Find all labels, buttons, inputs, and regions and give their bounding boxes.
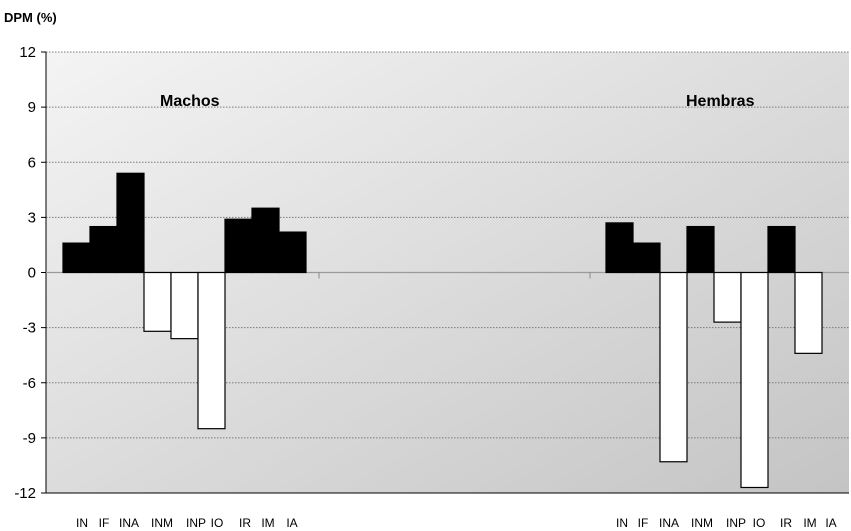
- y-tick-label: -6: [23, 375, 36, 392]
- y-tick-label: -9: [23, 430, 36, 447]
- y-tick-label: 9: [28, 99, 36, 116]
- x-category-label: IA: [825, 516, 836, 530]
- bar: [686, 225, 715, 274]
- x-category-label: IN: [616, 516, 628, 530]
- category-labels: IN IF INA INM INP IO IR IM IA IN IF INA INM INP IO IR IM…: [76, 516, 837, 530]
- x-category-label: IA: [286, 516, 297, 530]
- y-tick-label: 6: [28, 154, 36, 171]
- y-tick-label: -3: [23, 320, 36, 337]
- bar: [89, 225, 118, 274]
- bar: [116, 172, 145, 274]
- bar: [251, 207, 280, 274]
- y-tick-label: -12: [14, 485, 36, 502]
- x-category-label: IR: [239, 516, 251, 530]
- bar: [632, 242, 661, 274]
- x-category-label: INP: [726, 516, 746, 530]
- x-category-label: IR: [780, 516, 792, 530]
- x-category-label: IF: [99, 516, 110, 530]
- bar: [170, 271, 199, 340]
- group-label-machos: Machos: [160, 93, 220, 110]
- bar: [713, 271, 742, 323]
- x-category-label: INM: [151, 516, 173, 530]
- bar: [278, 231, 307, 274]
- bar: [767, 225, 796, 274]
- x-category-label: INA: [659, 516, 679, 530]
- y-tick-label: 12: [19, 44, 36, 61]
- bar: [794, 271, 823, 354]
- bar: [224, 218, 253, 274]
- bar: [605, 222, 634, 274]
- y-tick-label: 0: [28, 265, 36, 282]
- bar: [659, 271, 688, 463]
- y-tick-label: 3: [28, 209, 36, 226]
- x-category-label: IO: [753, 516, 766, 530]
- x-category-label: INA: [119, 516, 139, 530]
- bar: [62, 242, 91, 274]
- bar: [197, 271, 226, 430]
- x-category-label: IN: [76, 516, 88, 530]
- group-label-hembras: Hembras: [686, 93, 755, 110]
- bar: [740, 271, 769, 489]
- y-axis-title: DPM (%): [4, 10, 57, 25]
- x-category-label: IM: [803, 516, 816, 530]
- x-category-label: IO: [211, 516, 224, 530]
- x-category-label: IF: [638, 516, 649, 530]
- bar: [143, 271, 172, 332]
- bars: [62, 172, 823, 489]
- x-category-label: INP: [186, 516, 206, 530]
- gridlines: [46, 51, 849, 439]
- x-category-label: INM: [691, 516, 713, 530]
- x-category-label: IM: [261, 516, 274, 530]
